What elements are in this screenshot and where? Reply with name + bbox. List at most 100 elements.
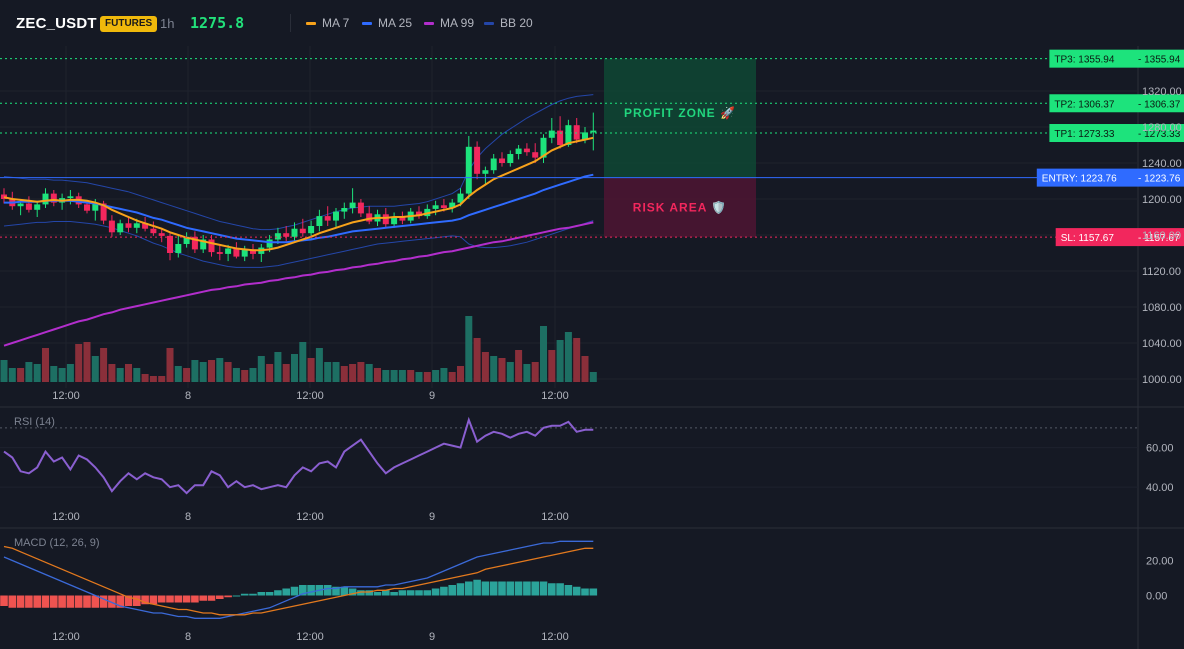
candles[interactable]: [1, 112, 597, 262]
volume-bar: [66, 364, 74, 382]
candle-body[interactable]: [540, 137, 547, 158]
candle-body[interactable]: [283, 233, 290, 237]
candle-body[interactable]: [557, 130, 564, 145]
candle-body[interactable]: [449, 202, 456, 208]
candle-body[interactable]: [432, 205, 439, 209]
candle-body[interactable]: [573, 125, 580, 140]
macd-histogram-bar: [149, 595, 158, 605]
candle-body[interactable]: [382, 214, 389, 225]
candle-body[interactable]: [92, 203, 99, 211]
macd-histogram-bar: [265, 592, 274, 596]
candle-body[interactable]: [216, 252, 223, 254]
candle-body[interactable]: [291, 228, 298, 237]
macd-histogram-bar: [415, 590, 423, 596]
volume-bar: [191, 360, 199, 382]
candle-body[interactable]: [167, 235, 173, 253]
candle-body[interactable]: [523, 148, 530, 153]
legend-bb20[interactable]: BB 20: [484, 16, 533, 30]
candle-body[interactable]: [590, 130, 597, 133]
volume-bar: [382, 370, 390, 382]
candle-body[interactable]: [25, 203, 32, 210]
candle-body[interactable]: [175, 244, 182, 253]
macd-histogram-bar: [16, 595, 25, 608]
candle-body[interactable]: [125, 223, 132, 228]
macd-histogram-bar: [456, 583, 465, 596]
candle-body[interactable]: [457, 193, 464, 203]
candle-body[interactable]: [333, 211, 339, 221]
candle-body[interactable]: [133, 223, 140, 228]
legend-ma25[interactable]: MA 25: [362, 16, 412, 30]
candle-body[interactable]: [341, 208, 348, 212]
candle-body[interactable]: [582, 132, 588, 140]
legend-ma7[interactable]: MA 7: [306, 16, 349, 30]
macd-histogram-bar: [382, 590, 390, 596]
candle-body[interactable]: [399, 217, 406, 221]
candle-body[interactable]: [324, 216, 331, 221]
candle-body[interactable]: [440, 205, 447, 208]
candle-body[interactable]: [532, 152, 539, 158]
candle-body[interactable]: [515, 148, 522, 154]
entry-label[interactable]: ENTRY: 1223.76: [1042, 174, 1117, 185]
tp2-label[interactable]: TP2: 1306.37: [1054, 99, 1114, 110]
tp2-price-box: [1135, 94, 1184, 113]
macd-histogram-bar: [66, 595, 75, 608]
candle-body[interactable]: [499, 158, 505, 164]
candle-body[interactable]: [308, 226, 315, 234]
candle-body[interactable]: [208, 239, 215, 253]
candle-body[interactable]: [507, 154, 514, 163]
time-axis-label: 12:00: [296, 390, 324, 402]
candle-body[interactable]: [158, 233, 165, 236]
sl-label[interactable]: SL: 1157.67: [1061, 233, 1115, 244]
candle-body[interactable]: [391, 217, 398, 225]
candle-body[interactable]: [316, 216, 323, 226]
candle-body[interactable]: [225, 248, 232, 254]
macd-histogram-bar: [564, 585, 573, 596]
candle-body[interactable]: [42, 193, 49, 205]
candle-body[interactable]: [50, 193, 57, 203]
macd-histogram-bar: [523, 581, 531, 596]
tp1-label[interactable]: TP1: 1273.33: [1054, 129, 1114, 140]
tp3-label[interactable]: TP3: 1355.94: [1054, 55, 1114, 66]
trade-levels[interactable]: TP3: 1355.94 - 1355.94 TP2: 1306.37 - 1306.…: [0, 49, 1184, 247]
candle-body[interactable]: [183, 236, 190, 244]
macd-histogram-bar: [166, 595, 174, 603]
candle-body[interactable]: [84, 204, 90, 211]
candle-body[interactable]: [117, 223, 124, 233]
candle-body[interactable]: [465, 146, 472, 194]
symbol-title[interactable]: ZEC_USDT: [16, 15, 97, 32]
candle-body[interactable]: [108, 220, 115, 233]
candle-body[interactable]: [67, 196, 74, 199]
candle-body[interactable]: [266, 239, 273, 248]
macd-histogram-bar: [423, 590, 432, 596]
time-axis-label: 12:00: [296, 511, 324, 523]
candle-body[interactable]: [100, 203, 107, 221]
candle-body[interactable]: [200, 239, 207, 250]
candle-body[interactable]: [474, 146, 481, 174]
candle-body[interactable]: [416, 211, 422, 217]
candle-body[interactable]: [274, 233, 281, 240]
macd-histogram-bar: [274, 590, 282, 596]
timeframe-selector[interactable]: 1h: [160, 16, 175, 31]
candle-body[interactable]: [241, 249, 248, 257]
candle-body[interactable]: [565, 125, 572, 145]
candle-body[interactable]: [233, 248, 240, 257]
candle-body[interactable]: [1, 194, 7, 200]
candle-body[interactable]: [490, 158, 497, 171]
candle-body[interactable]: [482, 170, 489, 174]
candle-body[interactable]: [299, 228, 306, 234]
candle-body[interactable]: [17, 203, 24, 207]
candle-body[interactable]: [150, 228, 157, 234]
candle-body[interactable]: [349, 202, 356, 208]
candle-body[interactable]: [366, 213, 373, 222]
trade-zones: PROFIT ZONE 🚀 RISK AREA 🛡️: [604, 58, 756, 238]
candle-body[interactable]: [191, 236, 198, 250]
volume-bar: [357, 362, 365, 382]
candle-body[interactable]: [34, 204, 41, 210]
candle-body[interactable]: [548, 130, 555, 138]
candle-body[interactable]: [357, 202, 364, 214]
volume-bar: [58, 368, 66, 382]
candle-body[interactable]: [142, 223, 149, 229]
legend-ma99[interactable]: MA 99: [424, 16, 474, 30]
candle-body[interactable]: [250, 249, 256, 254]
